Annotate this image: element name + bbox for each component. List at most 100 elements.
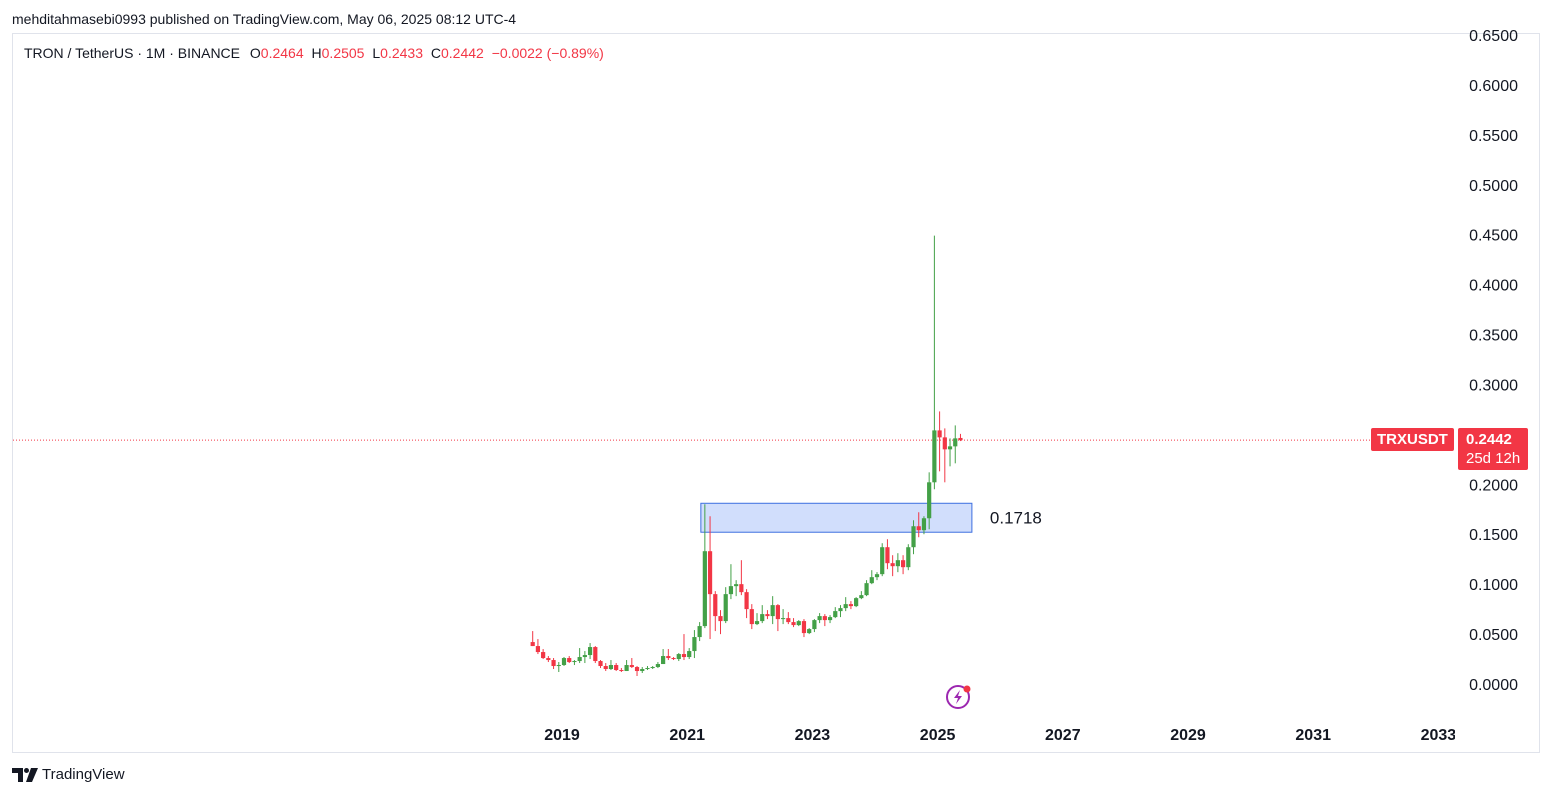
candle[interactable] [692, 630, 697, 659]
candle[interactable] [760, 605, 765, 624]
candles-layer [530, 235, 963, 677]
candle[interactable] [603, 663, 608, 672]
candle[interactable] [827, 615, 833, 624]
candle[interactable] [744, 589, 749, 619]
candle[interactable] [958, 433, 963, 442]
candle[interactable] [598, 660, 603, 669]
candle[interactable] [582, 651, 587, 664]
candle[interactable] [640, 667, 645, 674]
tradingview-brand: TradingView [42, 766, 125, 783]
candle[interactable] [880, 543, 885, 577]
candle[interactable] [812, 619, 817, 633]
candle[interactable] [791, 618, 796, 628]
candle[interactable] [645, 666, 650, 671]
candle[interactable] [739, 560, 744, 596]
candle[interactable] [650, 666, 655, 670]
candle[interactable] [822, 614, 827, 627]
candle[interactable] [864, 580, 869, 597]
price-zone-rectangle[interactable] [700, 502, 973, 533]
candle[interactable] [947, 438, 953, 467]
candle[interactable] [817, 613, 822, 624]
candle[interactable] [885, 539, 890, 570]
candle[interactable] [869, 570, 874, 585]
candle[interactable] [786, 612, 791, 625]
tradingview-logo[interactable]: TradingView [12, 766, 125, 783]
candle[interactable] [854, 597, 859, 608]
candle[interactable] [707, 516, 713, 640]
chart-frame[interactable] [12, 33, 1540, 753]
x-axis[interactable]: 2019 2021 2023 2025 2027 2029 2031 2033 [544, 715, 1539, 751]
candle[interactable] [916, 512, 921, 538]
candle[interactable] [634, 666, 640, 677]
candle[interactable] [723, 587, 728, 624]
candle[interactable] [754, 613, 760, 626]
candle-body [760, 614, 765, 622]
candle[interactable] [587, 643, 593, 660]
candle[interactable] [713, 591, 718, 632]
candle[interactable] [624, 660, 629, 672]
candle-body [713, 594, 718, 617]
candle[interactable] [734, 580, 739, 597]
candle[interactable] [661, 649, 666, 665]
candle[interactable] [833, 607, 838, 619]
candle[interactable] [911, 520, 916, 555]
candle[interactable] [718, 610, 723, 635]
candle[interactable] [838, 605, 843, 618]
candle[interactable] [765, 610, 770, 620]
candle[interactable] [953, 425, 958, 464]
candle[interactable] [781, 609, 786, 625]
candle[interactable] [676, 653, 681, 662]
last-price-badge[interactable]: 0.2442 25d 12h [1458, 428, 1529, 471]
candle[interactable] [572, 660, 577, 666]
candle[interactable] [541, 649, 546, 660]
candle[interactable] [666, 649, 671, 661]
candle[interactable] [655, 662, 660, 669]
candle[interactable] [697, 622, 702, 642]
candle[interactable] [942, 428, 947, 483]
candle[interactable] [567, 656, 572, 664]
candle[interactable] [551, 658, 556, 670]
candle[interactable] [530, 631, 535, 647]
candle-body [650, 667, 655, 669]
candle[interactable] [801, 619, 807, 638]
candle[interactable] [614, 663, 619, 672]
candle[interactable] [619, 668, 624, 673]
candle[interactable] [937, 411, 942, 472]
candle[interactable] [874, 572, 880, 581]
candle[interactable] [687, 648, 692, 660]
candle[interactable] [561, 657, 567, 667]
candle[interactable] [796, 620, 801, 627]
candle[interactable] [749, 604, 754, 630]
candle[interactable] [921, 516, 927, 535]
y-axis[interactable]: 0.6500 0.6000 0.5500 0.5000 0.4500 0.4000 0.35… [1469, 28, 1518, 694]
candle[interactable] [535, 639, 541, 655]
candle[interactable] [848, 601, 854, 610]
candle[interactable] [608, 660, 614, 671]
symbol-title[interactable]: TRON / TetherUS · 1M · BINANCE [24, 45, 241, 61]
candle[interactable] [843, 597, 848, 612]
candle[interactable] [629, 658, 634, 669]
candle[interactable] [728, 564, 734, 600]
candle[interactable] [807, 628, 812, 635]
candle[interactable] [932, 235, 937, 490]
candle[interactable] [890, 555, 895, 577]
candle[interactable] [859, 591, 864, 600]
lightning-icon[interactable] [946, 685, 971, 709]
candle[interactable] [681, 634, 687, 661]
candle[interactable] [775, 604, 780, 632]
candle[interactable] [895, 553, 900, 573]
candle[interactable] [556, 662, 561, 673]
candle[interactable] [546, 656, 551, 663]
candle[interactable] [927, 472, 932, 530]
candle[interactable] [702, 504, 707, 629]
candle[interactable] [770, 596, 775, 625]
y-tick-label: 0.0500 [1469, 627, 1518, 644]
close-value: 0.2442 [441, 45, 484, 61]
symbol-price-badge[interactable]: TRXUSDT [1371, 428, 1454, 452]
candle[interactable] [906, 544, 911, 571]
candle[interactable] [577, 648, 582, 664]
candle[interactable] [900, 555, 906, 575]
candle[interactable] [671, 657, 676, 661]
candle[interactable] [593, 646, 598, 664]
